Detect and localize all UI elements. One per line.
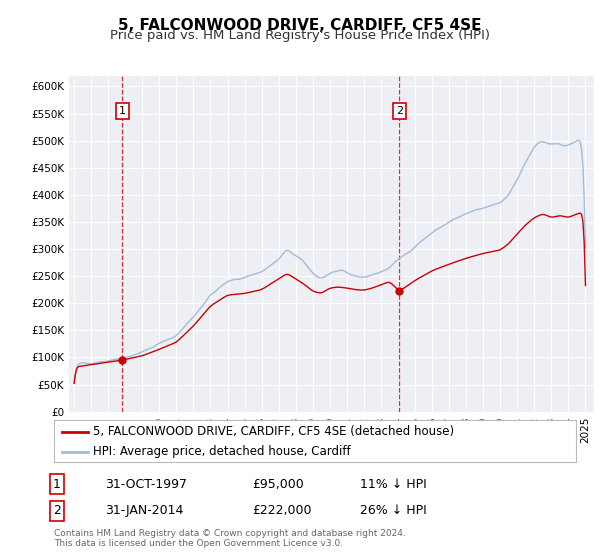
Text: Price paid vs. HM Land Registry's House Price Index (HPI): Price paid vs. HM Land Registry's House … bbox=[110, 29, 490, 42]
Text: 1: 1 bbox=[53, 478, 61, 491]
Text: £95,000: £95,000 bbox=[252, 478, 304, 491]
Text: 2: 2 bbox=[396, 106, 403, 116]
Text: 31-JAN-2014: 31-JAN-2014 bbox=[105, 504, 184, 517]
Text: This data is licensed under the Open Government Licence v3.0.: This data is licensed under the Open Gov… bbox=[54, 539, 343, 548]
Text: £222,000: £222,000 bbox=[252, 504, 311, 517]
Text: 5, FALCONWOOD DRIVE, CARDIFF, CF5 4SE: 5, FALCONWOOD DRIVE, CARDIFF, CF5 4SE bbox=[118, 18, 482, 33]
Text: 26% ↓ HPI: 26% ↓ HPI bbox=[360, 504, 427, 517]
Text: 5, FALCONWOOD DRIVE, CARDIFF, CF5 4SE (detached house): 5, FALCONWOOD DRIVE, CARDIFF, CF5 4SE (d… bbox=[93, 425, 454, 438]
Text: 1: 1 bbox=[119, 106, 126, 116]
Text: HPI: Average price, detached house, Cardiff: HPI: Average price, detached house, Card… bbox=[93, 445, 351, 458]
Text: 31-OCT-1997: 31-OCT-1997 bbox=[105, 478, 187, 491]
Text: 11% ↓ HPI: 11% ↓ HPI bbox=[360, 478, 427, 491]
Text: Contains HM Land Registry data © Crown copyright and database right 2024.: Contains HM Land Registry data © Crown c… bbox=[54, 529, 406, 538]
Text: 2: 2 bbox=[53, 504, 61, 517]
